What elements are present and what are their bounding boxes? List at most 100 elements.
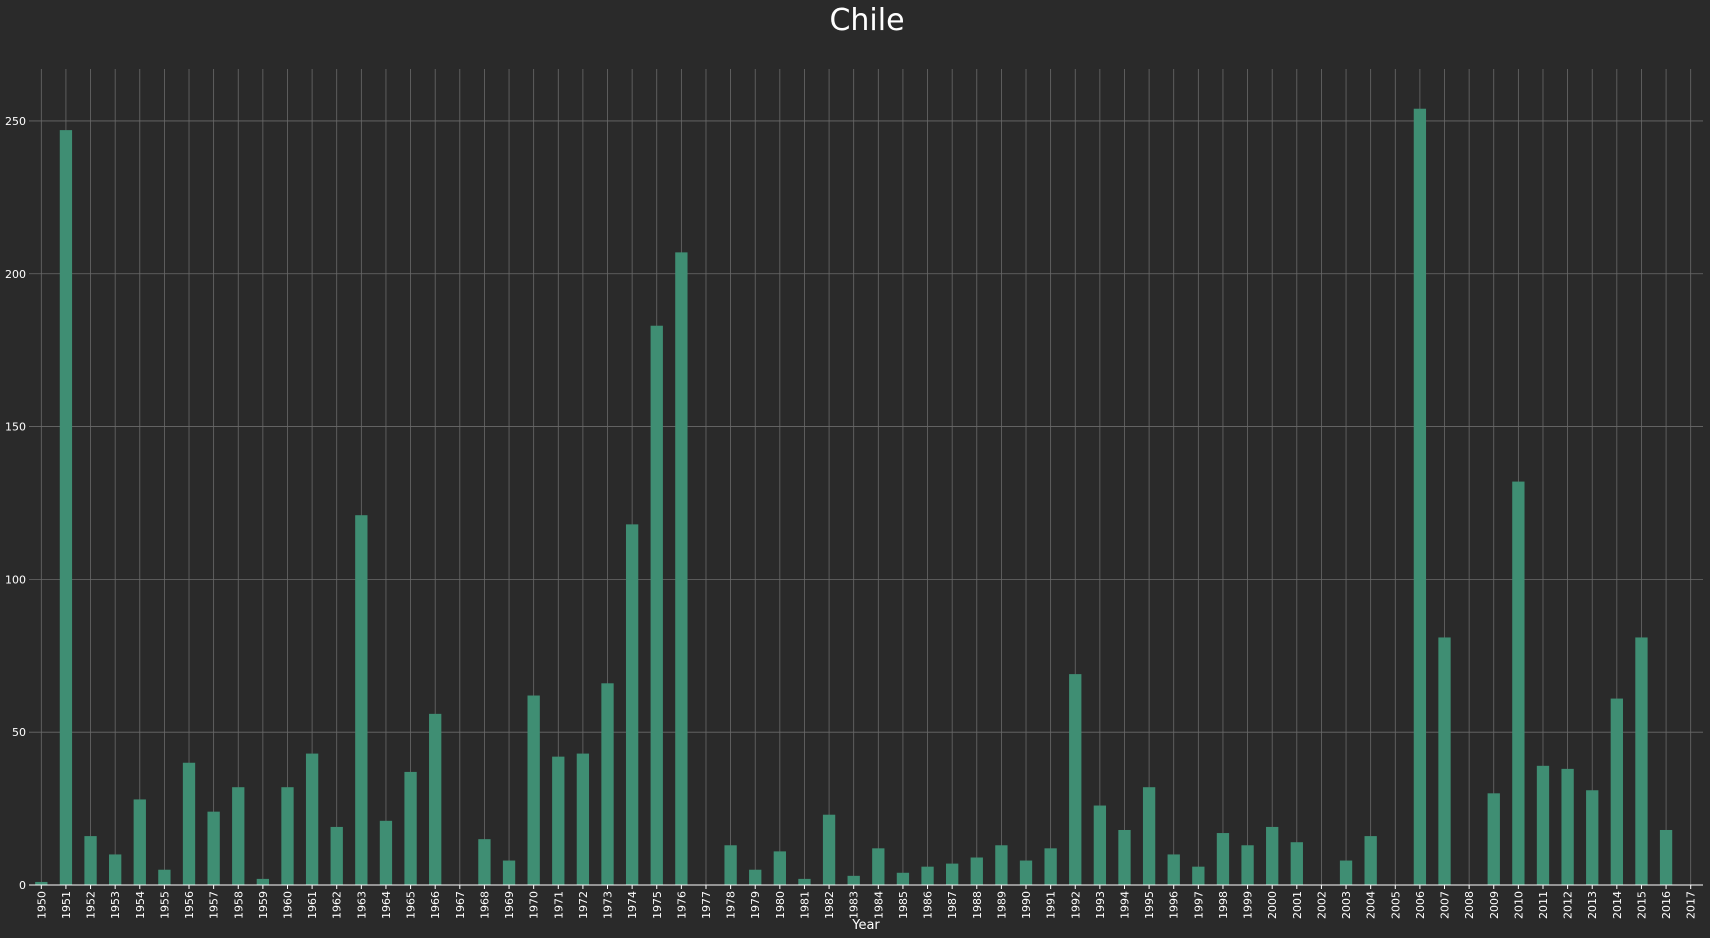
bar-1999 <box>1241 845 1254 885</box>
y-tick-label: 50 <box>12 726 26 739</box>
bar-1969 <box>502 860 516 885</box>
bar-1996 <box>1167 854 1180 885</box>
bar-layer <box>35 108 1673 885</box>
bar-2004 <box>1364 836 1377 885</box>
bar-1973 <box>601 683 614 885</box>
x-tick-label: 1954 <box>134 891 147 919</box>
x-tick-label: 1988 <box>971 891 984 919</box>
x-tick-label: 1967 <box>454 891 467 919</box>
bar-1992 <box>1069 674 1082 885</box>
x-tick-label: 1998 <box>1217 891 1230 919</box>
x-tick-label: 1965 <box>405 891 418 919</box>
x-tick-label: 2007 <box>1439 891 1452 919</box>
bar-1962 <box>330 826 343 885</box>
x-tick-label: 1973 <box>602 891 615 919</box>
x-tick-label: 1974 <box>626 891 639 919</box>
x-tick-label: 2006 <box>1414 891 1427 919</box>
x-tick-label: 1968 <box>478 891 491 919</box>
x-tick-label: 2010 <box>1512 891 1525 919</box>
x-tick-label: 2014 <box>1611 891 1624 919</box>
bar-1954 <box>133 799 146 885</box>
x-tick-label: 1986 <box>922 891 935 919</box>
x-tick-label: 2009 <box>1488 891 1501 919</box>
bar-1958 <box>232 787 245 885</box>
bar-1950 <box>35 881 48 885</box>
x-tick-label: 1983 <box>848 891 861 919</box>
x-tick-label: 1969 <box>503 891 516 919</box>
x-tick-label: 1962 <box>331 891 344 919</box>
x-tick-label: 2016 <box>1660 891 1673 919</box>
bar-2009 <box>1487 793 1500 885</box>
bar-1988 <box>970 857 983 885</box>
x-tick-label: 1961 <box>306 891 319 919</box>
bar-2015 <box>1635 637 1648 885</box>
x-tick-label: 1977 <box>700 891 713 919</box>
x-tick-label: 1978 <box>725 891 738 919</box>
x-tick-label: 1958 <box>232 891 245 919</box>
bar-2014 <box>1610 698 1623 885</box>
grid-layer <box>29 69 1703 886</box>
y-tick-label: 0 <box>19 879 26 892</box>
x-tick-label: 1966 <box>429 891 442 919</box>
bar-1986 <box>921 866 934 885</box>
bar-1970 <box>527 695 540 885</box>
x-tick-label: 1989 <box>995 891 1008 919</box>
bar-1989 <box>995 845 1008 885</box>
y-tick-label: 250 <box>5 115 26 128</box>
bar-2006 <box>1413 108 1427 885</box>
x-tick-label: 2005 <box>1389 891 1402 919</box>
x-tick-label: 1963 <box>355 891 368 919</box>
bar-1994 <box>1118 829 1131 885</box>
bar-1997 <box>1192 866 1205 885</box>
bar-2010 <box>1512 481 1525 885</box>
x-tick-label: 1999 <box>1242 891 1255 919</box>
x-tick-label: 2015 <box>1635 891 1648 919</box>
bar-1955 <box>158 869 171 885</box>
x-tick-label: 1956 <box>183 891 196 919</box>
x-tick-label: 1995 <box>1143 891 1156 919</box>
x-tick-label: 2013 <box>1586 891 1599 919</box>
x-tick-label: 2000 <box>1266 891 1279 919</box>
bar-2012 <box>1561 768 1574 885</box>
chart-title: Chile <box>829 3 904 38</box>
bar-1974 <box>625 524 639 885</box>
bar-2011 <box>1536 765 1550 885</box>
x-tick-label: 1990 <box>1020 891 1033 919</box>
bar-1983 <box>847 875 860 885</box>
bar-1960 <box>281 787 294 885</box>
x-tick-label: 1982 <box>823 891 836 919</box>
x-tick-label: 2002 <box>1315 891 1328 919</box>
bar-1964 <box>379 820 393 885</box>
bar-1971 <box>552 756 565 885</box>
x-tick-label: 1953 <box>109 891 122 919</box>
bar-2007 <box>1438 637 1451 885</box>
x-tick-label: 1957 <box>208 891 221 919</box>
bar-1972 <box>576 753 590 885</box>
bar-1995 <box>1142 787 1156 885</box>
x-tick-label: 2004 <box>1365 891 1378 919</box>
bar-1998 <box>1216 833 1230 885</box>
bar-1991 <box>1044 848 1057 885</box>
x-tick-label: 1981 <box>798 891 811 919</box>
bar-1952 <box>84 836 97 885</box>
y-tick-label: 150 <box>5 421 26 434</box>
x-tick-label: 2011 <box>1537 891 1550 919</box>
x-tick-label: 1959 <box>257 891 270 919</box>
x-tick-label: 2012 <box>1562 891 1575 919</box>
x-tick-label: 1964 <box>380 891 393 919</box>
bar-1978 <box>724 845 737 885</box>
x-tick-label: 1955 <box>158 891 171 919</box>
bar-1975 <box>650 325 663 885</box>
bar-1956 <box>182 762 196 885</box>
y-tick-label: 200 <box>5 268 26 281</box>
bar-1966 <box>429 713 442 885</box>
axis-layer: 0 50 100 150 200 250 1950 1951 1952 1953 1954 1955 1… <box>5 115 1703 919</box>
bar-1959 <box>256 878 270 885</box>
x-tick-label: 1985 <box>897 891 910 919</box>
bar-1993 <box>1093 805 1107 885</box>
bar-1982 <box>822 814 836 885</box>
x-tick-label: 1996 <box>1168 891 1181 919</box>
bar-1957 <box>207 811 220 885</box>
bar-1985 <box>896 872 910 885</box>
